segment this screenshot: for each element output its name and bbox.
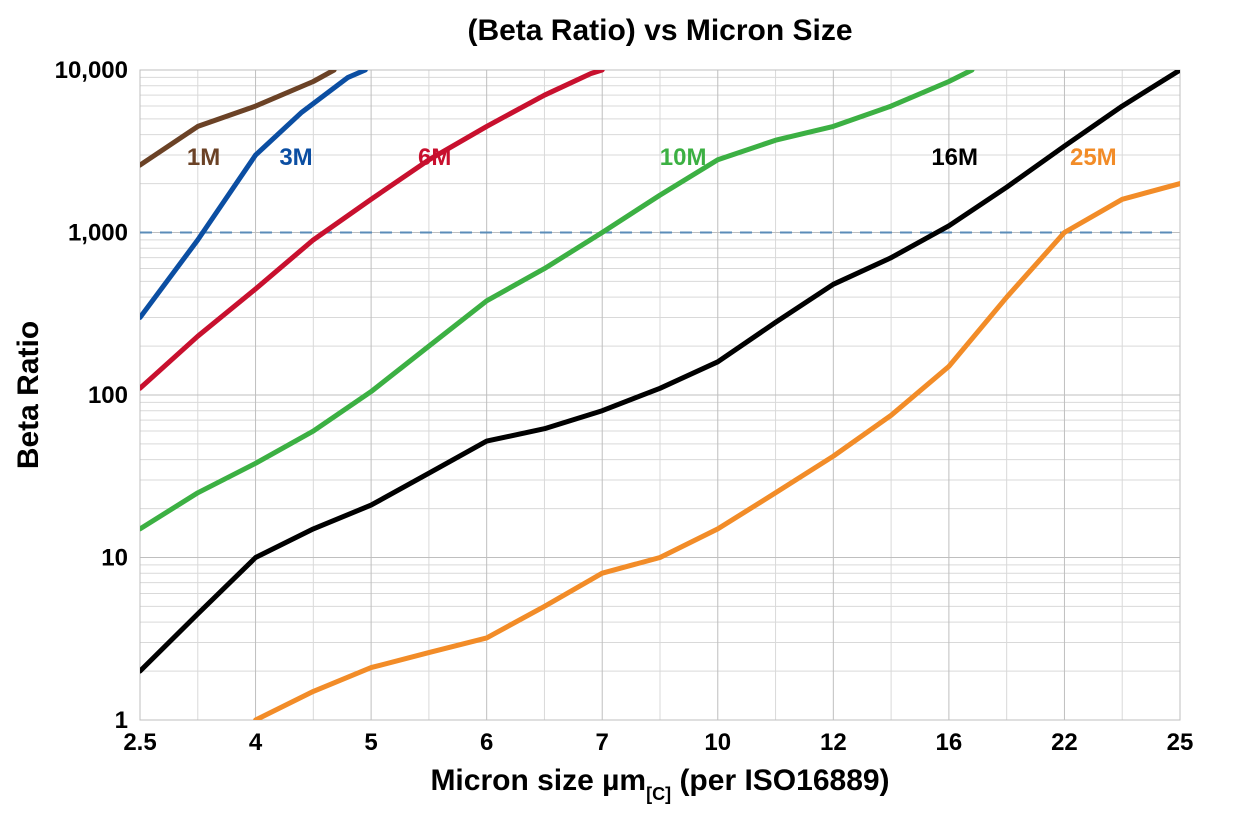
y-tick-label: 10 — [101, 545, 128, 572]
chart-container: (Beta Ratio) vs Micron Size2.54567101216… — [0, 0, 1237, 819]
x-tick-label: 25 — [1167, 729, 1194, 756]
y-tick-label: 1,000 — [68, 220, 128, 247]
y-tick-label: 100 — [88, 382, 128, 409]
series-label-25M: 25M — [1070, 144, 1117, 171]
x-tick-label: 22 — [1051, 729, 1078, 756]
x-tick-label: 6 — [480, 729, 493, 756]
x-tick-label: 4 — [249, 729, 263, 756]
series-label-10M: 10M — [660, 144, 707, 171]
y-axis-label: Beta Ratio — [12, 321, 45, 469]
beta-ratio-chart: (Beta Ratio) vs Micron Size2.54567101216… — [0, 0, 1237, 819]
x-tick-label: 5 — [364, 729, 377, 756]
x-tick-label: 12 — [820, 729, 847, 756]
series-label-1M: 1M — [187, 144, 220, 171]
x-tick-label: 16 — [936, 729, 963, 756]
x-tick-label: 2.5 — [123, 729, 156, 756]
x-tick-label: 7 — [596, 729, 609, 756]
y-tick-label: 10,000 — [55, 57, 128, 84]
series-label-3M: 3M — [279, 144, 312, 171]
chart-title: (Beta Ratio) vs Micron Size — [467, 14, 852, 47]
y-tick-label: 1 — [115, 707, 128, 734]
series-label-6M: 6M — [418, 144, 451, 171]
series-label-16M: 16M — [931, 144, 978, 171]
x-axis-label: Micron size µm[C] (per ISO16889) — [430, 764, 889, 804]
x-tick-label: 10 — [704, 729, 731, 756]
